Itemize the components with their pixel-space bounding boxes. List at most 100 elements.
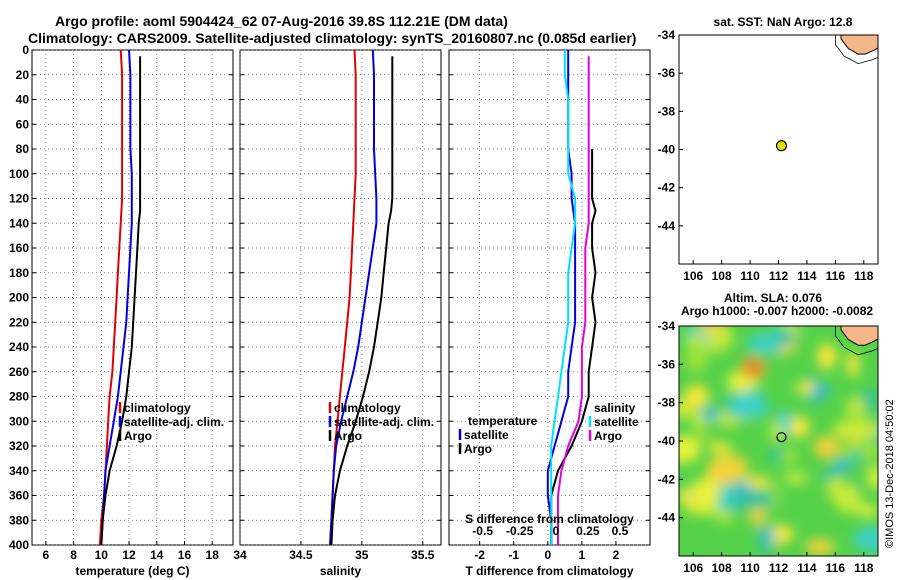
depth-tick-label: 20 bbox=[16, 68, 30, 82]
depth-tick-label: 380 bbox=[9, 513, 29, 527]
sla-anomaly bbox=[706, 455, 744, 485]
sla-map-lon-label: 114 bbox=[797, 561, 817, 575]
sla-map-land bbox=[840, 326, 878, 346]
sla-anomaly bbox=[787, 416, 810, 438]
sst-map-depth-contour bbox=[835, 35, 878, 65]
diff-series-s-argo bbox=[557, 56, 590, 545]
diff-right-legend-label: Argo bbox=[594, 429, 622, 443]
diff-stick-label: 0.25 bbox=[576, 524, 600, 538]
diff-left-legend-label: temperature bbox=[468, 414, 538, 428]
sal-legend-label: Argo bbox=[334, 429, 362, 443]
depth-tick-label: 360 bbox=[9, 489, 29, 503]
sla-anomaly bbox=[733, 456, 748, 479]
depth-tick-label: 80 bbox=[16, 142, 30, 156]
sla-anomaly bbox=[749, 508, 767, 526]
sst-map-argo-marker bbox=[775, 140, 788, 152]
sla-map-panel: 106 108 110 112 114 116 118 -34 -36 -38 -40 -42 -44 bbox=[658, 319, 879, 575]
diff-xtick-label: 1 bbox=[579, 548, 586, 562]
depth-tick-label: 40 bbox=[16, 93, 30, 107]
sst-map-lon-label: 108 bbox=[712, 269, 732, 283]
diff-series-t-argo bbox=[550, 149, 597, 545]
sla-map-lon-label: 112 bbox=[769, 561, 789, 575]
sla-anomaly bbox=[691, 477, 720, 508]
sst-map-lon-label: 110 bbox=[740, 269, 760, 283]
sal-legend-label: climatology bbox=[334, 401, 401, 415]
sla-map-lat-label: -34 bbox=[658, 319, 676, 333]
sst-map-lon-label: 106 bbox=[683, 269, 703, 283]
sla-anomaly bbox=[782, 472, 809, 484]
sla-anomaly bbox=[708, 442, 730, 453]
sla-anomaly bbox=[688, 430, 713, 442]
temp-xtick-label: 10 bbox=[95, 548, 109, 562]
depth-tick-label: 300 bbox=[9, 414, 29, 428]
sst-map-lon-label: 116 bbox=[826, 269, 846, 283]
temp-legend-label: Argo bbox=[124, 429, 152, 443]
sal-series-argo bbox=[330, 56, 394, 546]
diff-right-legend-label: salinity bbox=[594, 401, 636, 415]
sla-anomaly bbox=[781, 447, 798, 466]
sla-anomaly bbox=[795, 381, 818, 394]
sst-map-plot-area bbox=[679, 35, 878, 264]
sla-cool-eddy bbox=[812, 384, 831, 399]
temp-xtick-label: 16 bbox=[178, 548, 192, 562]
sla-anomaly bbox=[768, 447, 785, 463]
sst-map-lat-label: -40 bbox=[658, 143, 676, 157]
sla-map-lat-label: -38 bbox=[658, 396, 676, 410]
sst-map-lat-label: -38 bbox=[658, 104, 676, 118]
sst-map-lat-label: -42 bbox=[658, 181, 676, 195]
sla-map-subtitle: Argo h1000: -0.007 h2000: -0.0082 bbox=[681, 304, 873, 318]
depth-tick-label: 320 bbox=[9, 439, 29, 453]
diff-xlabel2: S difference from climatology bbox=[465, 512, 634, 526]
diff-stick-label: 0 bbox=[552, 524, 559, 538]
sla-map-lon-label: 106 bbox=[683, 561, 703, 575]
diff-stick-label: -0.25 bbox=[506, 524, 534, 538]
sla-map-lon-label: 110 bbox=[740, 561, 760, 575]
temp-series-argo bbox=[100, 56, 142, 546]
depth-tick-label: 340 bbox=[9, 464, 29, 478]
sst-map-lon-label: 112 bbox=[769, 269, 789, 283]
difference-panel: -2 -1 0 1 2 T difference from climatology -0.5… bbox=[448, 49, 651, 578]
sla-anomaly bbox=[846, 351, 860, 378]
sla-anomaly bbox=[813, 436, 841, 459]
sal-xlabel: salinity bbox=[320, 564, 362, 578]
depth-tick-label: 200 bbox=[9, 291, 29, 305]
depth-tick-label: 140 bbox=[9, 216, 29, 230]
sla-map-lon-label: 118 bbox=[854, 561, 874, 575]
temp-xtick-label: 12 bbox=[122, 548, 136, 562]
sla-map-lat-label: -44 bbox=[658, 511, 676, 525]
sla-map-title: Altim. SLA: 0.076 bbox=[724, 291, 822, 305]
salinity-panel: 34 34.5 35 35.5 salinity climatologysatellite… bbox=[233, 49, 442, 578]
sla-anomaly bbox=[853, 526, 878, 552]
sst-map-lat-label: -36 bbox=[658, 66, 676, 80]
diff-left-legend-label: Argo bbox=[464, 442, 492, 456]
sla-map-lat-label: -42 bbox=[658, 472, 676, 486]
temp-xtick-label: 18 bbox=[206, 548, 220, 562]
depth-tick-label: 60 bbox=[16, 117, 30, 131]
title-line1: Argo profile: aoml 5904424_62 07-Aug-201… bbox=[55, 13, 508, 29]
temp-xlabel: temperature (deg C) bbox=[75, 564, 189, 578]
sst-map-title: sat. SST: NaN Argo: 12.8 bbox=[714, 15, 853, 29]
depth-tick-label: 240 bbox=[9, 340, 29, 354]
sal-series-satellite-adj-clim- bbox=[329, 49, 378, 546]
diff-xtick-label: 2 bbox=[613, 548, 620, 562]
sal-legend-label: satellite-adj. clim. bbox=[334, 415, 434, 429]
temp-legend-label: satellite-adj. clim. bbox=[124, 415, 224, 429]
temp-xtick-label: 14 bbox=[150, 548, 164, 562]
depth-tick-label: 280 bbox=[9, 390, 29, 404]
sal-xtick-label: 35 bbox=[355, 548, 369, 562]
sla-map-plot-area bbox=[679, 326, 878, 556]
depth-tick-label: 180 bbox=[9, 266, 29, 280]
sla-map-lat-label: -36 bbox=[658, 357, 676, 371]
depth-tick-label: 100 bbox=[9, 167, 29, 181]
diff-xtick-label: 0 bbox=[544, 548, 551, 562]
diff-xtick-label: -1 bbox=[508, 548, 519, 562]
watermark: ©IMOS 13-Dec-2018 04:50:02 bbox=[884, 399, 896, 548]
sal-xtick-label: 35.5 bbox=[411, 548, 435, 562]
sla-warm-core bbox=[746, 363, 759, 374]
sla-cool-eddy bbox=[758, 527, 777, 542]
diff-stick-label: -0.5 bbox=[472, 524, 493, 538]
depth-tick-label: 260 bbox=[9, 365, 29, 379]
depth-tick-label: 120 bbox=[9, 192, 29, 206]
sla-anomaly bbox=[846, 397, 866, 413]
